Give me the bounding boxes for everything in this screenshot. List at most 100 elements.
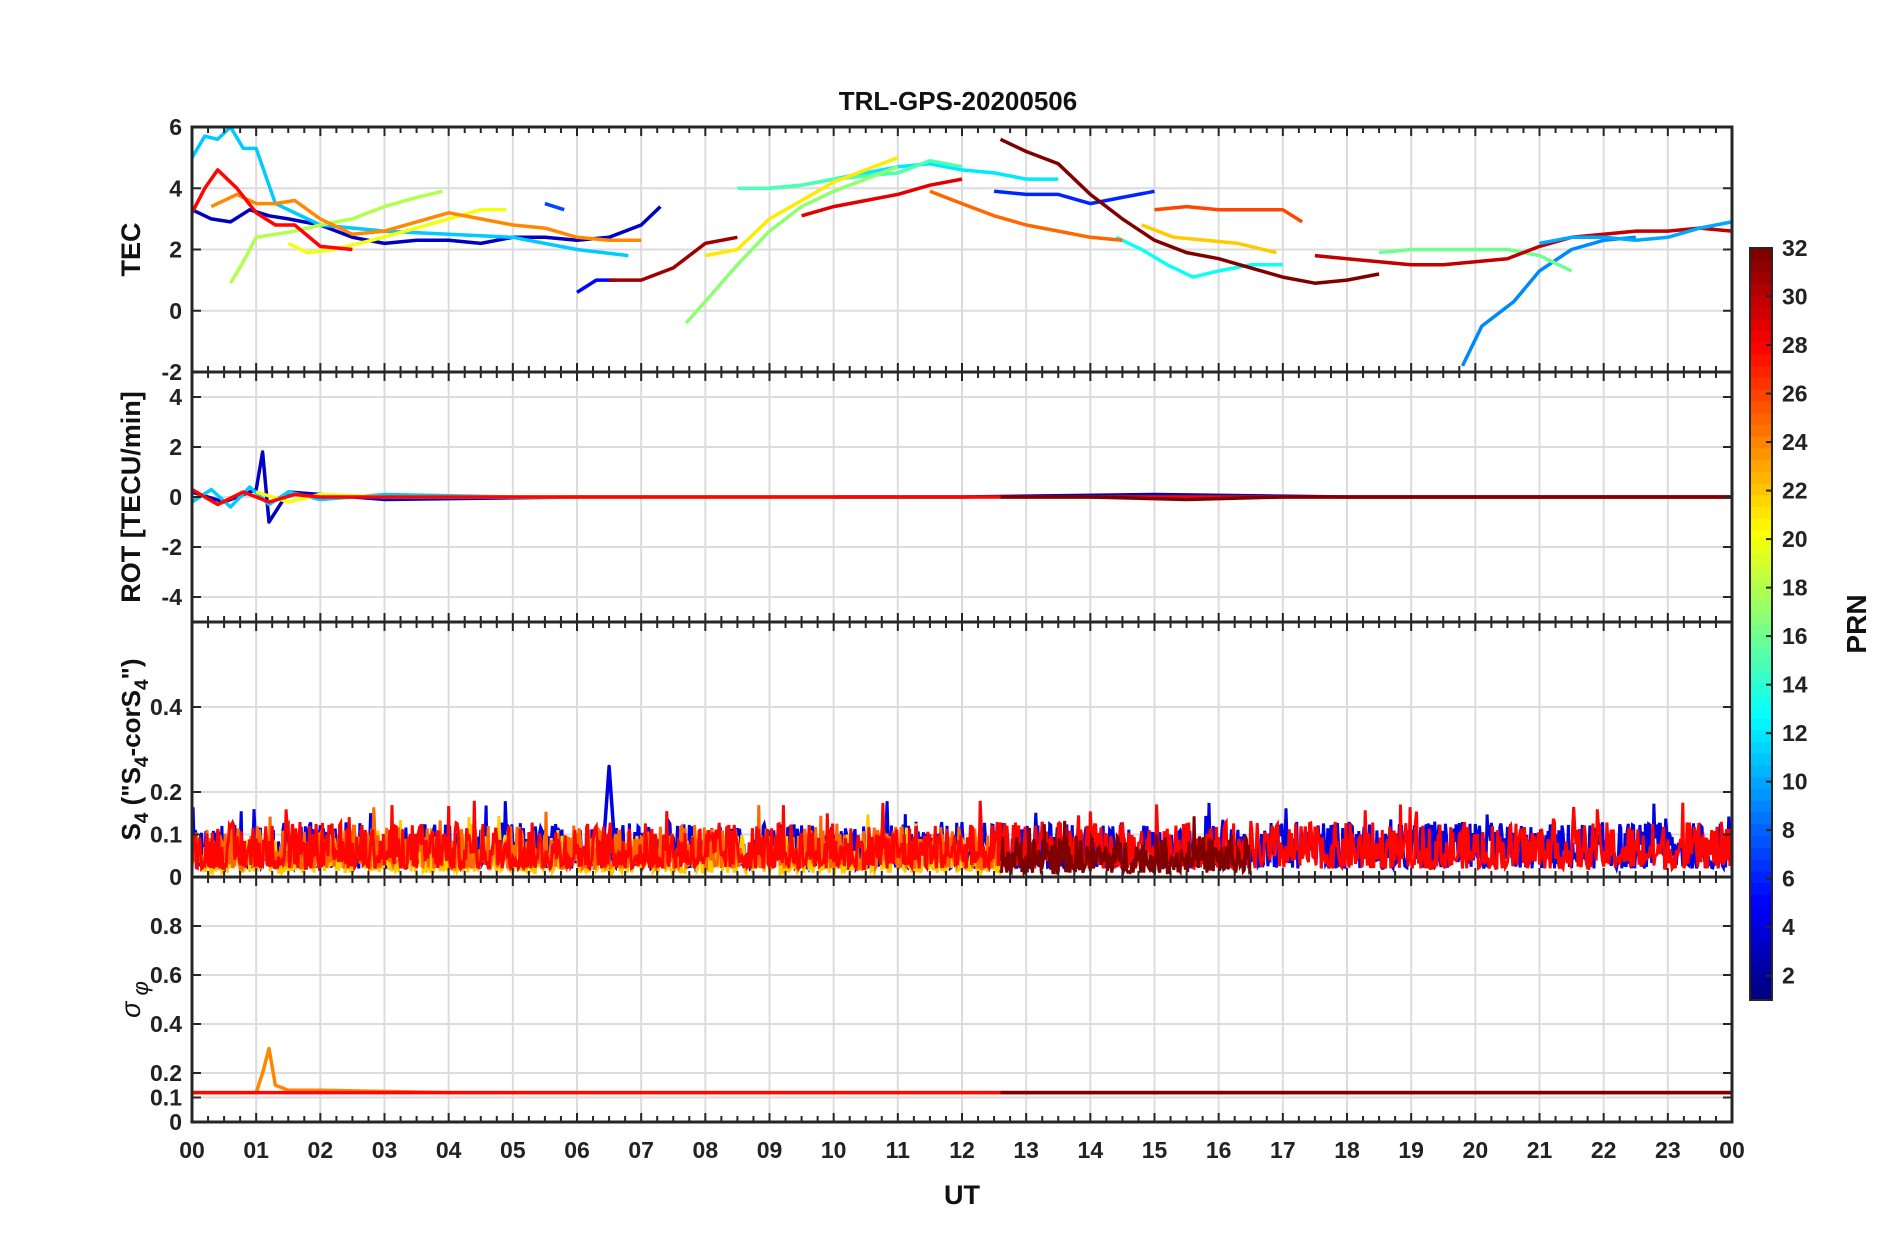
series-group: [192, 1046, 1732, 1095]
colorbar-segment: [1750, 259, 1772, 273]
x-tick-label: 20: [1463, 1137, 1489, 1163]
y-tick-label: 0.1: [150, 1085, 182, 1111]
x-tick-label: 11: [886, 1137, 911, 1163]
x-tick-label: 22: [1591, 1137, 1617, 1163]
colorbar-segment: [1750, 412, 1772, 425]
y-axis-label-sigma_phi: σ φ: [116, 981, 153, 1018]
colorbar-tick-label: 4: [1782, 914, 1795, 940]
panel-rot: -4 -2 0 2 4 ROT [TECU/min]: [116, 370, 1734, 624]
series-prn-7: [544, 201, 565, 212]
colorbar-segment: [1750, 283, 1772, 296]
colorbar-segment: [1750, 776, 1772, 790]
colorbar-segment: [1750, 624, 1772, 637]
colorbar-segment: [1750, 882, 1772, 895]
y-tick-label: 0.4: [150, 694, 182, 720]
x-tick-label: 05: [500, 1137, 526, 1163]
series-prn-13: [1115, 235, 1283, 279]
series-prn-32: [1000, 495, 1732, 502]
series-group: [192, 127, 1732, 367]
colorbar-segment: [1750, 459, 1772, 472]
colorbar-segment: [1750, 330, 1772, 343]
y-tick-label: 6: [169, 114, 182, 140]
colorbar-segment: [1750, 565, 1772, 578]
colorbar-segment: [1750, 647, 1772, 660]
colorbar-segment: [1750, 436, 1772, 449]
x-tick-label: 16: [1206, 1137, 1232, 1163]
y-tick-label: -2: [162, 359, 182, 385]
colorbar-segment: [1750, 917, 1772, 931]
x-tick-label: 03: [372, 1137, 398, 1163]
series-prn-30: [1314, 226, 1732, 267]
colorbar-segment: [1750, 377, 1772, 390]
colorbar-segment: [1750, 988, 1772, 1001]
colorbar-segment: [1750, 588, 1772, 602]
colorbar-segment: [1750, 295, 1772, 308]
colorbar-tick-label: 14: [1782, 672, 1808, 698]
colorbar-segment: [1750, 729, 1772, 743]
y-tick-label: 0.8: [150, 913, 182, 939]
x-tick-label: 08: [693, 1137, 719, 1163]
y-tick-label: 0: [169, 864, 182, 890]
series-prn-26: [1154, 204, 1304, 224]
colorbar-segment: [1750, 800, 1772, 813]
series-prn-32: [999, 137, 1380, 285]
colorbar-segment: [1750, 635, 1772, 649]
y-tick-label: -4: [162, 584, 183, 610]
colorbar-segment: [1750, 812, 1772, 825]
figure-title: TRL-GPS-20200506: [839, 86, 1077, 116]
x-tick-label: 02: [308, 1137, 334, 1163]
colorbar-segment: [1750, 859, 1772, 872]
series-prn-4: [600, 764, 618, 856]
colorbar-segment: [1750, 682, 1772, 696]
panel-s4: 0 0.1 0.2 0.4S4 ("S4-corS4"): [116, 620, 1734, 890]
series-group: [192, 450, 1732, 524]
colorbar-tick-label: 18: [1782, 575, 1808, 601]
series-prn-28: [192, 168, 353, 252]
colorbar-tick-label: 8: [1782, 817, 1795, 843]
colorbar-segment: [1750, 389, 1772, 402]
x-tick-label: 06: [564, 1137, 590, 1163]
series-prn-24: [210, 192, 642, 243]
colorbar-segment: [1750, 342, 1772, 355]
x-tick-label: 15: [1142, 1137, 1168, 1163]
colorbar-segment: [1750, 953, 1772, 966]
colorbar-tick-label: 12: [1782, 720, 1808, 746]
colorbar-tick-label: 2: [1782, 963, 1795, 989]
colorbar-segment: [1750, 600, 1772, 613]
series-prn-32-noise-band-: [999, 816, 1252, 877]
series-prn-29: [801, 177, 963, 218]
y-tick-label: 0.1: [150, 822, 182, 848]
x-tick-label: 21: [1527, 1137, 1553, 1163]
x-tick-label: 19: [1398, 1137, 1424, 1163]
colorbar-segment: [1750, 835, 1772, 848]
panel-tec: -2 0 2 4 6 TEC: [116, 114, 1734, 385]
colorbar-segment: [1750, 483, 1772, 496]
series-prn-16: [1378, 247, 1573, 273]
series-prn-3: [192, 205, 662, 246]
colorbar-segment: [1750, 318, 1772, 331]
colorbar-segment: [1750, 506, 1772, 519]
series-prn-5: [576, 278, 616, 294]
colorbar-segment: [1750, 718, 1772, 731]
colorbar-segment: [1750, 447, 1772, 461]
x-tick-label: 23: [1655, 1137, 1681, 1163]
colorbar-tick-label: 10: [1782, 769, 1808, 795]
colorbar-tick-label: 26: [1782, 381, 1808, 407]
x-tick-label: 07: [628, 1137, 654, 1163]
series-group: [192, 764, 1732, 877]
colorbar-segment: [1750, 612, 1772, 625]
y-tick-label: 0: [169, 1109, 182, 1135]
y-tick-label: 0.2: [150, 779, 182, 805]
colorbar-segment: [1750, 306, 1772, 320]
x-tick-label: 04: [436, 1137, 462, 1163]
colorbar-segment: [1750, 494, 1772, 508]
x-tick-label: 00: [179, 1137, 205, 1163]
colorbar-tick-label: 22: [1782, 478, 1808, 504]
colorbar-segment: [1750, 694, 1772, 707]
colorbar-segment: [1750, 706, 1772, 719]
colorbar-segment: [1750, 518, 1772, 531]
series-prn-20: [287, 207, 507, 255]
colorbar-segment: [1750, 894, 1772, 907]
y-axis-label-s4: S4 ("S4-corS4"): [116, 658, 153, 840]
series-prn-25: [929, 189, 1123, 243]
